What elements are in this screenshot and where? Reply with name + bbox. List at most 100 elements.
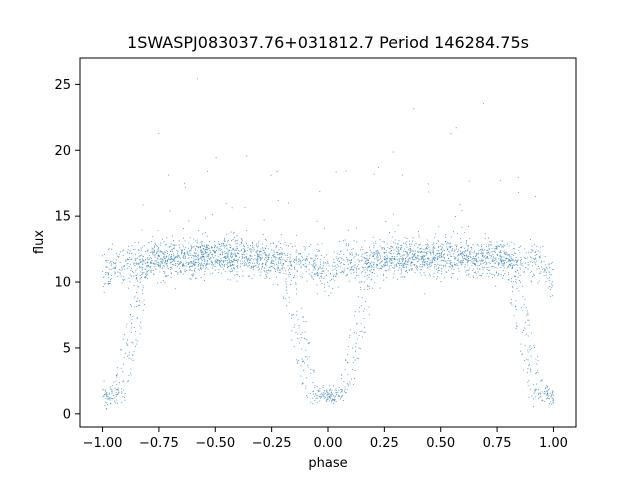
- data-point: [463, 257, 466, 259]
- data-point: [332, 385, 335, 387]
- data-point: [208, 256, 210, 258]
- data-point: [360, 305, 362, 307]
- data-point: [434, 256, 437, 259]
- data-point: [413, 108, 415, 110]
- data-point: [214, 244, 217, 247]
- data-point: [194, 265, 196, 267]
- data-point: [405, 261, 407, 263]
- data-point: [119, 381, 121, 384]
- data-point: [290, 284, 292, 286]
- data-point: [303, 369, 305, 371]
- data-point: [192, 275, 194, 277]
- data-point: [416, 264, 418, 267]
- data-point: [289, 253, 291, 256]
- data-point: [190, 256, 193, 259]
- data-point: [148, 270, 150, 272]
- data-point: [467, 225, 470, 227]
- data-point: [447, 260, 449, 262]
- data-point: [137, 280, 139, 282]
- data-point: [426, 252, 428, 255]
- data-point: [139, 300, 141, 302]
- data-point: [138, 249, 140, 251]
- data-point: [405, 244, 407, 246]
- data-point: [486, 266, 488, 268]
- data-point: [539, 396, 541, 398]
- data-point: [244, 261, 246, 263]
- data-point: [285, 273, 287, 275]
- data-point: [541, 391, 543, 393]
- data-point: [441, 273, 443, 275]
- data-point: [178, 263, 180, 265]
- data-point: [326, 261, 329, 263]
- data-point: [323, 227, 326, 229]
- data-point: [286, 259, 288, 261]
- data-point: [378, 252, 380, 254]
- data-point: [135, 330, 137, 332]
- data-point: [351, 254, 354, 256]
- data-point: [446, 262, 448, 264]
- data-point: [429, 261, 431, 263]
- data-point: [187, 253, 189, 255]
- data-point: [311, 397, 313, 399]
- data-point: [363, 288, 365, 290]
- data-point: [321, 395, 323, 397]
- data-point: [126, 355, 129, 357]
- data-point: [204, 217, 207, 219]
- data-point: [290, 268, 292, 270]
- data-point: [232, 253, 234, 255]
- x-axis-ticks: −1.00 −0.75 −0.50 −0.25 0.00 0.25 0.50 0.75 1.00: [83, 427, 568, 451]
- data-point: [525, 252, 527, 254]
- data-point: [394, 242, 396, 244]
- data-point: [247, 257, 249, 259]
- data-point: [306, 260, 308, 262]
- data-point: [319, 261, 321, 263]
- data-point: [224, 260, 226, 262]
- data-point: [310, 401, 312, 403]
- data-point: [449, 251, 451, 254]
- data-point: [257, 269, 259, 271]
- data-point: [367, 267, 369, 269]
- data-point: [305, 349, 307, 351]
- data-point: [529, 345, 531, 347]
- data-point: [376, 263, 378, 265]
- data-point: [385, 260, 387, 262]
- data-point: [460, 241, 462, 243]
- data-point: [494, 260, 496, 262]
- data-point: [387, 269, 389, 271]
- data-point: [329, 390, 331, 392]
- data-point: [257, 264, 260, 266]
- data-point: [307, 396, 309, 398]
- data-point: [503, 260, 505, 262]
- data-point: [166, 237, 168, 239]
- data-point: [390, 250, 393, 252]
- data-point: [189, 269, 191, 271]
- data-point: [206, 262, 208, 264]
- data-point: [119, 273, 121, 275]
- data-point: [418, 251, 420, 254]
- data-point: [294, 324, 296, 326]
- data-point: [304, 247, 306, 249]
- data-point: [510, 257, 512, 259]
- data-point: [521, 285, 524, 287]
- data-point: [434, 263, 436, 265]
- data-point: [414, 258, 416, 261]
- data-point: [483, 267, 485, 269]
- data-point: [379, 245, 381, 247]
- data-point: [436, 250, 438, 252]
- data-point: [120, 388, 123, 390]
- data-point: [504, 259, 506, 261]
- data-point: [512, 248, 514, 250]
- data-point: [432, 247, 434, 249]
- data-point: [232, 255, 234, 257]
- data-point: [336, 259, 339, 261]
- data-point: [164, 275, 166, 277]
- data-point: [345, 243, 347, 245]
- data-point: [344, 239, 346, 241]
- data-point: [143, 299, 145, 301]
- data-point: [340, 251, 342, 253]
- data-point: [146, 277, 149, 280]
- data-point: [357, 274, 359, 276]
- data-point: [107, 259, 109, 261]
- data-point: [127, 258, 129, 260]
- data-point: [494, 257, 496, 259]
